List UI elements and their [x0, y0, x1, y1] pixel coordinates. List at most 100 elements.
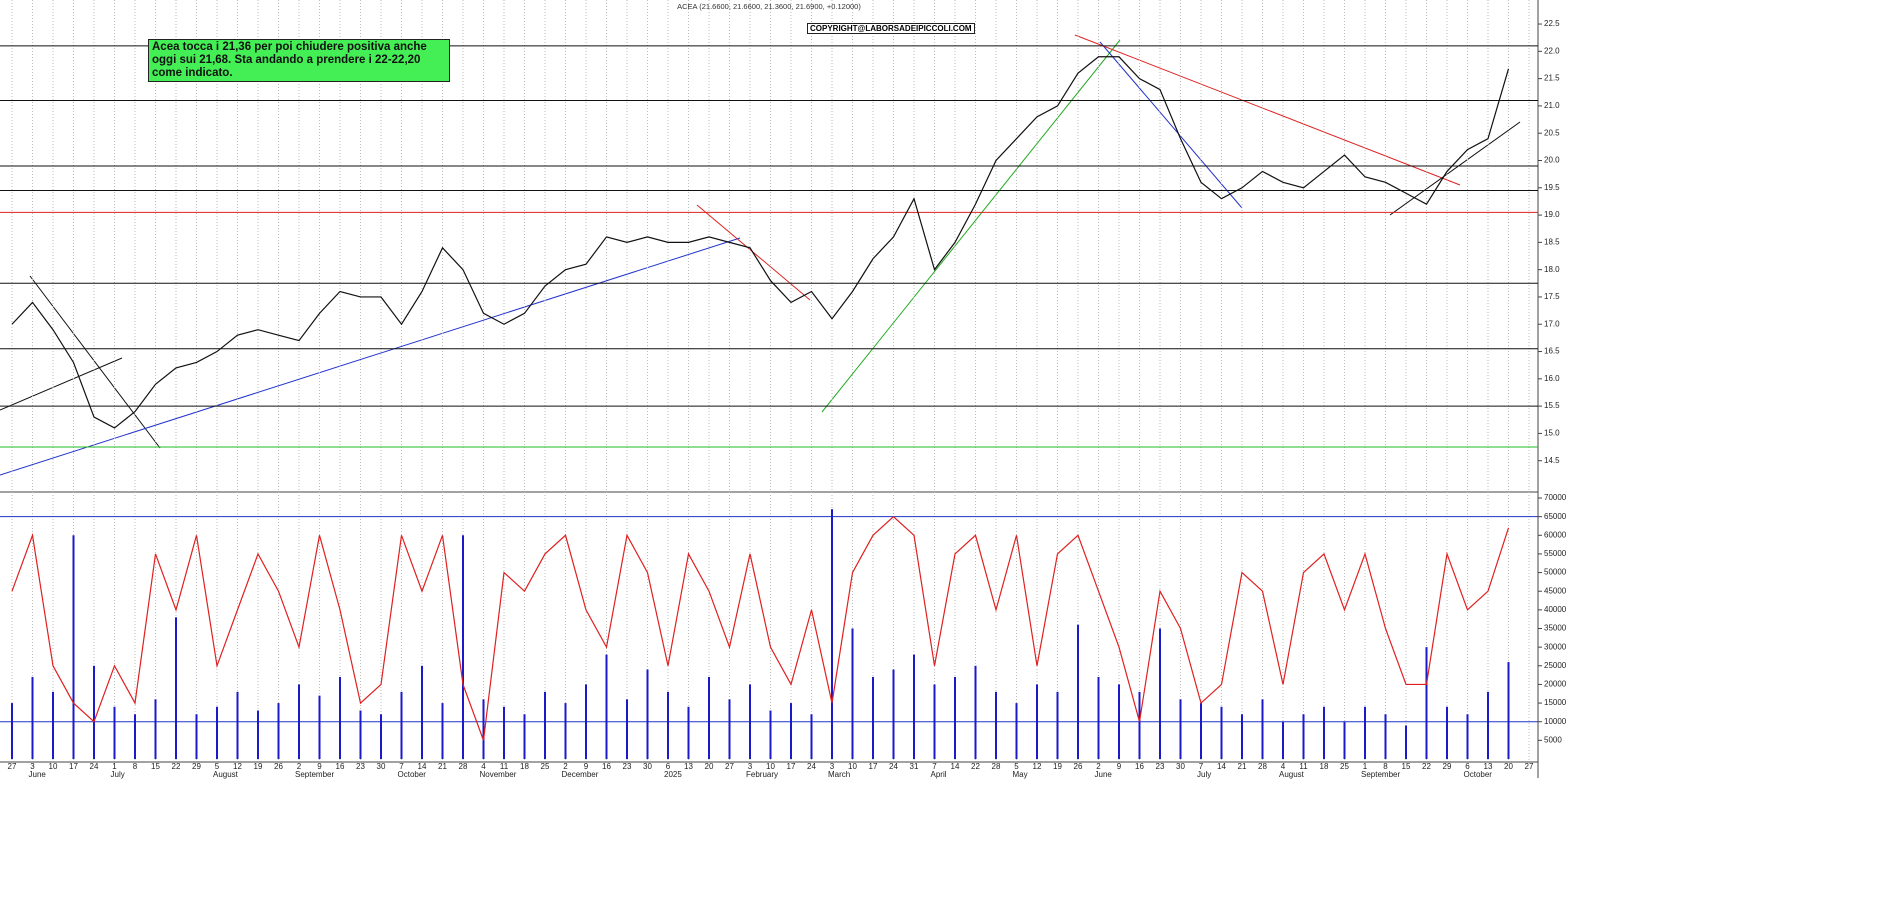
- x-tick-label: 22: [1422, 762, 1431, 771]
- y-tick-label: 16.0: [1544, 374, 1560, 383]
- volume-bar: [933, 684, 936, 759]
- x-tick-label: 1: [1363, 762, 1368, 771]
- volume-bar: [831, 509, 833, 759]
- volume-bar: [1384, 714, 1387, 759]
- x-tick-label: 27: [725, 762, 734, 771]
- volume-bar: [257, 710, 259, 759]
- x-tick-label: 7: [399, 762, 404, 771]
- volume-bar: [421, 665, 423, 759]
- y-tick-label: 55000: [1544, 549, 1567, 558]
- x-tick-label: 12: [233, 762, 242, 771]
- month-label: August: [1279, 770, 1305, 779]
- volume-bar: [728, 699, 731, 759]
- volume-bar: [708, 676, 710, 759]
- x-tick-label: 27: [1525, 762, 1534, 771]
- x-tick-label: 25: [541, 762, 550, 771]
- x-tick-label: 14: [1217, 762, 1226, 771]
- volume-bar: [1425, 647, 1428, 759]
- x-tick-label: 30: [1176, 762, 1185, 771]
- x-tick-label: 30: [377, 762, 386, 771]
- x-tick-label: 4: [481, 762, 486, 771]
- volume-bar: [954, 676, 956, 759]
- x-tick-label: 21: [1238, 762, 1247, 771]
- volume-bar: [359, 710, 362, 759]
- x-tick-label: 10: [848, 762, 857, 771]
- x-tick-label: 21: [438, 762, 447, 771]
- x-tick-label: 5: [1014, 762, 1019, 771]
- x-tick-label: 24: [807, 762, 816, 771]
- trend-line: [0, 237, 741, 476]
- volume-bar: [134, 714, 136, 759]
- x-tick-label: 29: [1443, 762, 1452, 771]
- x-tick-label: 9: [317, 762, 322, 771]
- x-tick-label: 24: [90, 762, 99, 771]
- x-tick-label: 2: [1096, 762, 1101, 771]
- x-tick-label: 6: [1465, 762, 1470, 771]
- x-tick-label: 9: [584, 762, 589, 771]
- x-tick-label: 26: [1074, 762, 1083, 771]
- volume-bar: [790, 703, 792, 759]
- x-tick-label: 5: [215, 762, 220, 771]
- volume-bar: [1241, 714, 1243, 759]
- y-tick-label: 50000: [1544, 568, 1567, 577]
- x-tick-label: 2: [297, 762, 302, 771]
- x-tick-label: 28: [459, 762, 468, 771]
- volume-bar: [1405, 725, 1407, 759]
- y-tick-label: 20.5: [1544, 128, 1560, 137]
- volume-bar: [1507, 662, 1510, 759]
- volume-bar: [646, 669, 649, 759]
- y-tick-label: 18.0: [1544, 265, 1560, 274]
- volume-bar: [626, 699, 628, 759]
- y-tick-label: 30000: [1544, 642, 1567, 651]
- x-tick-label: 11: [1299, 762, 1308, 771]
- x-tick-label: 31: [910, 762, 919, 771]
- x-tick-label: 9: [1117, 762, 1122, 771]
- x-tick-label: 17: [869, 762, 878, 771]
- volume-bar: [1343, 721, 1346, 759]
- x-tick-label: 28: [992, 762, 1001, 771]
- x-tick-label: 13: [684, 762, 693, 771]
- volume-bar: [11, 703, 13, 759]
- month-label: December: [562, 770, 599, 779]
- y-tick-label: 40000: [1544, 605, 1567, 614]
- volume-bar: [1097, 676, 1100, 759]
- x-tick-label: 18: [520, 762, 529, 771]
- volume-bar: [236, 691, 239, 759]
- y-tick-label: 65000: [1544, 512, 1567, 521]
- volume-bar: [462, 535, 464, 759]
- x-tick-label: 3: [830, 762, 835, 771]
- volume-bar: [769, 710, 772, 759]
- volume-bar: [1015, 703, 1018, 759]
- series-line: [11, 56, 1510, 429]
- volume-bar: [564, 703, 567, 759]
- volume-bar: [72, 535, 75, 759]
- trend-line: [0, 357, 123, 411]
- x-tick-label: 7: [1199, 762, 1204, 771]
- volume-bar: [400, 691, 403, 759]
- y-tick-label: 14.5: [1544, 456, 1560, 465]
- volume-bar: [1364, 706, 1366, 759]
- x-tick-label: 20: [1504, 762, 1513, 771]
- volume-bar: [113, 706, 116, 759]
- volume-bar: [1487, 691, 1489, 759]
- y-tick-label: 60000: [1544, 530, 1567, 539]
- y-tick-label: 20.0: [1544, 156, 1560, 165]
- month-label: February: [746, 770, 778, 779]
- x-tick-label: 6: [666, 762, 671, 771]
- x-tick-label: 14: [418, 762, 427, 771]
- month-label: October: [398, 770, 427, 779]
- volume-bar: [216, 706, 218, 759]
- volume-bar: [1118, 684, 1120, 759]
- volume-bar: [872, 676, 874, 759]
- volume-bar: [1056, 691, 1059, 759]
- x-tick-label: 3: [748, 762, 753, 771]
- x-tick-label: 4: [1281, 762, 1286, 771]
- y-tick-label: 21.5: [1544, 74, 1560, 83]
- x-tick-label: 23: [1156, 762, 1165, 771]
- y-tick-label: 25000: [1544, 661, 1567, 670]
- y-tick-label: 15.5: [1544, 401, 1560, 410]
- trend-line: [1099, 41, 1243, 209]
- volume-bar: [277, 703, 280, 759]
